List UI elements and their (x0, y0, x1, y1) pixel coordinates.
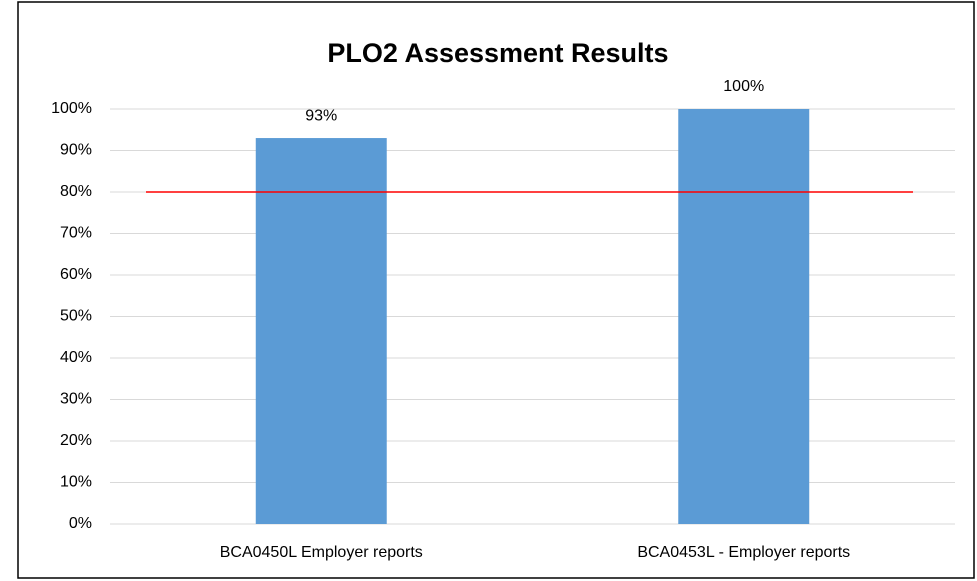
y-tick-label: 60% (60, 266, 92, 283)
bar (678, 109, 810, 524)
value-label: 100% (723, 78, 764, 95)
y-tick-label: 100% (51, 100, 92, 117)
x-tick-label: BCA0450L Employer reports (220, 544, 423, 561)
chart-title: PLO2 Assessment Results (327, 38, 668, 68)
y-tick-label: 10% (60, 474, 92, 491)
y-tick-label: 0% (69, 515, 92, 532)
y-tick-label: 50% (60, 308, 92, 325)
x-tick-label: BCA0453L - Employer reports (637, 544, 850, 561)
y-tick-label: 30% (60, 391, 92, 408)
y-tick-label: 90% (60, 142, 92, 159)
chart-frame (17, 1, 975, 579)
value-label: 93% (305, 107, 337, 124)
y-tick-label: 70% (60, 225, 92, 242)
y-tick-label: 40% (60, 349, 92, 366)
bar (255, 138, 387, 525)
y-tick-label: 80% (60, 183, 92, 200)
y-tick-label: 20% (60, 432, 92, 449)
